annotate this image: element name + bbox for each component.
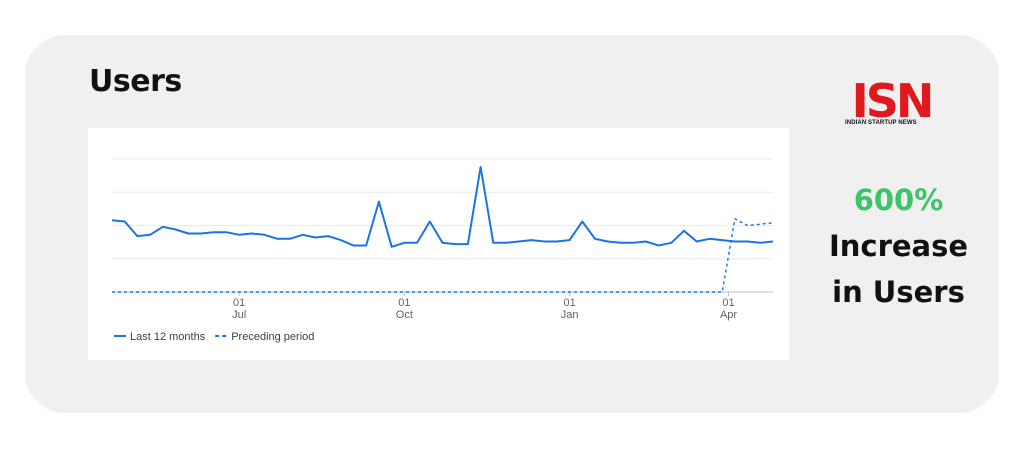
x-tick-label-day: 01 <box>563 297 575 309</box>
stat-label-line1: Increase <box>828 229 969 263</box>
x-tick-label-month: Apr <box>720 309 737 321</box>
logo-text: ISN <box>852 76 932 120</box>
x-tick-label-month: Jul <box>232 309 246 321</box>
legend-label: Preceding period <box>231 331 314 343</box>
series-line-last-12-months <box>111 166 774 248</box>
x-tick-label-day: 01 <box>398 297 410 309</box>
x-tick-label-day: 01 <box>722 297 734 309</box>
series-line-preceding-period <box>112 218 774 293</box>
stat-label-line2: in Users <box>832 275 965 309</box>
x-tick-label-day: 01 <box>233 297 245 309</box>
isn-logo: ISN INDIAN STARTUP NEWS <box>845 74 938 128</box>
logo-tagline: INDIAN STARTUP NEWS <box>845 120 917 126</box>
isn-logo-mark: ISN <box>852 74 935 128</box>
page-title: Users <box>89 64 182 99</box>
x-tick-label-month: Jan <box>561 309 579 321</box>
legend-label: Last 12 months <box>130 331 206 343</box>
stat-percentage: 600% <box>853 183 944 217</box>
x-tick-label-month: Oct <box>396 309 413 321</box>
chart-panel: 01 Jul 01 Oct 01 Jan 01 Apr Last 12 months Preced… <box>88 128 789 360</box>
